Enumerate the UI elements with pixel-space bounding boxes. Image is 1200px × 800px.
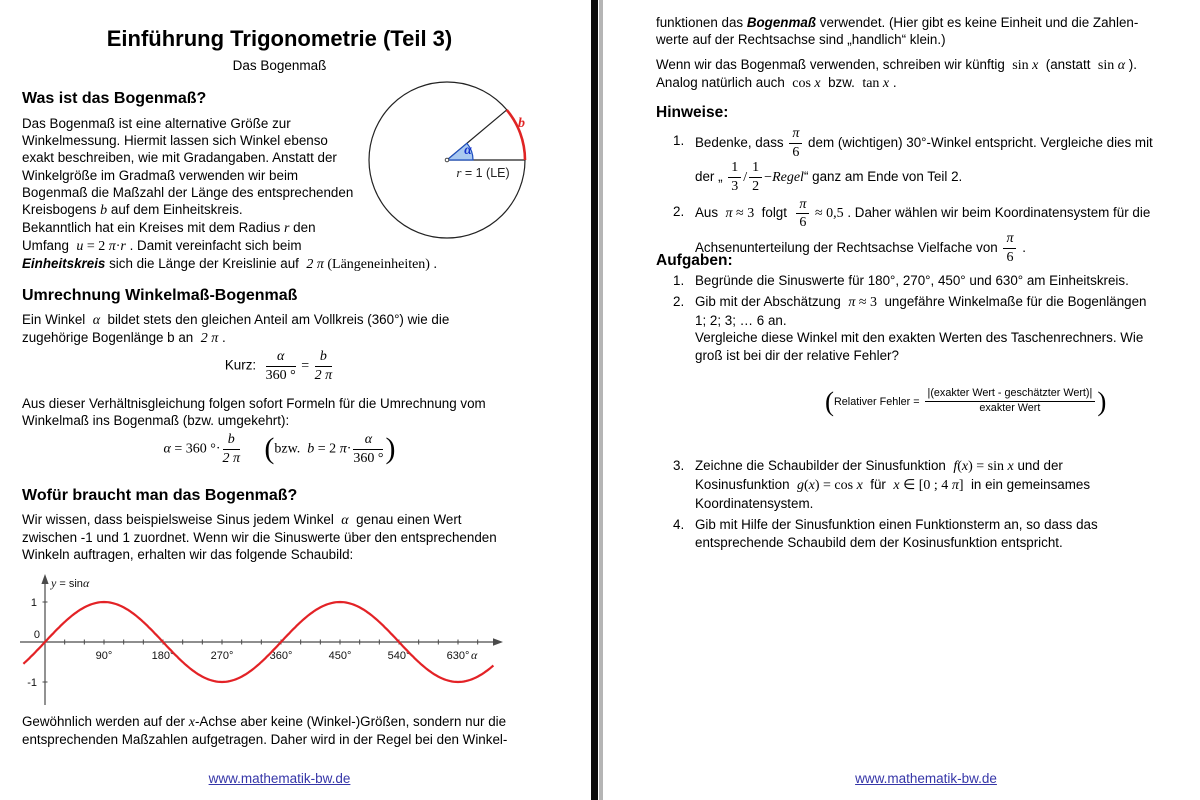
list-number: 1. [673,133,685,148]
list-number: 1. [673,273,685,288]
heading-was-ist-bogenmass: Was ist das Bogenmaß? [22,90,207,107]
list-number: 3. [673,458,685,474]
page-divider [591,0,598,800]
paragraph-winkel-anteil: Ein Winkel α bildet stets den gleichen A… [22,312,450,347]
page-subtitle: Das Bogenmaß [232,58,327,73]
footer-link-right[interactable]: www.mathematik-bw.de [855,771,997,786]
svg-text:270°: 270° [211,650,234,662]
paragraph-umfang: Bekanntlich hat ein Kreises mit dem Radi… [22,220,437,273]
list-number: 2. [673,203,685,219]
page-title: Einführung Trigonometrie (Teil 3) [106,26,453,51]
x-ticks [64,639,479,645]
footer-right: www.mathematik-bw.de [656,771,1196,786]
heading-aufgaben: Aufgaben: [656,252,733,269]
svg-text:450°: 450° [329,650,352,662]
svg-text:540°: 540° [388,650,411,662]
y-labels: 1 0 -1 [27,597,40,689]
page-right: funktionen das Bogenmaß verwendet. (Hier… [604,0,1200,800]
svg-text:1: 1 [31,597,37,609]
aufgabe-item-1: 1. Begründe die Sinuswerte für 180°, 270°… [673,273,1129,288]
y-ticks [42,601,48,683]
sine-curve [22,600,495,684]
heading-hinweise: Hinweise: [656,104,729,121]
svg-text:-1: -1 [27,677,37,689]
angle-alpha-label: α [464,142,472,157]
formula-umrechnung: α = 360 °· b 2 π (bzw. b = 2 π· α 360 °) [163,432,396,466]
paragraph-sinx: Wenn wir das Bogenmaß verwenden, schreib… [656,57,1137,92]
svg-text:180°: 180° [152,650,175,662]
svg-text:0: 0 [34,629,40,641]
page-left: Einführung Trigonometrie (Teil 3) Das Bo… [0,0,590,800]
list-number: 4. [673,516,685,532]
paragraph-verhaeltnis: Aus dieser Verhältnisgleichung folgen so… [22,396,486,429]
y-axis-arrow [41,574,49,584]
x-axis-label: α [471,648,478,662]
relative-error-formula: (Relativer Fehler = |(exakter Wert - ges… [825,386,1107,417]
heading-wofuer: Wofür braucht man das Bogenmaß? [22,487,298,504]
x-labels: 90° 180° 270° 360° 450° 540° 630° [96,650,470,662]
footer-link-left[interactable]: www.mathematik-bw.de [208,771,351,786]
paragraph-gewoehnlich: Gewöhnlich werden auf der x-Achse aber k… [22,714,508,748]
page-divider-shadow [599,0,603,800]
svg-text:630°: 630° [447,650,470,662]
radius-label: r = 1 (LE) [456,165,509,180]
unit-circle-figure: α b r = 1 (LE) [368,81,527,239]
arc-b [505,109,527,161]
aufgabe-item-4: 4. Gib mit Hilfe der Sinusfunktion einen … [673,516,1098,550]
paragraph-funktionen: funktionen das Bogenmaß verwendet. (Hier… [656,15,1139,48]
footer-left: www.mathematik-bw.de [22,771,537,786]
sine-chart: 90° 180° 270° 360° 450° 540° 630° 1 0 -1 y = sin… [20,574,503,705]
arc-b-label: b [518,116,525,131]
heading-umrechnung: Umrechnung Winkelmaß-Bogenmaß [22,287,298,304]
svg-text:360°: 360° [270,650,293,662]
chart-title: y = sinα [50,576,90,590]
svg-text:90°: 90° [96,650,113,662]
circle-center-dot [444,157,450,163]
x-axis-arrow [493,638,503,646]
aufgabe-item-2: 2. Gib mit der Abschätzung π ≈ 3 ungefähr… [656,293,1200,455]
angle-wedge [445,142,474,161]
aufgabe-item-3: 3. Zeichne die Schaubilder der Sinusfunkt… [673,458,1091,511]
aufgaben-list: 1. Begründe die Sinuswerte für 180°, 270°… [656,272,1200,554]
list-number: 2. [673,293,685,309]
paragraph-bogenmass-intro: Das Bogenmaß ist eine alternative Größe … [22,116,354,219]
paragraph-sinus-werte: Wir wissen, dass beispielsweise Sinus je… [22,512,497,563]
